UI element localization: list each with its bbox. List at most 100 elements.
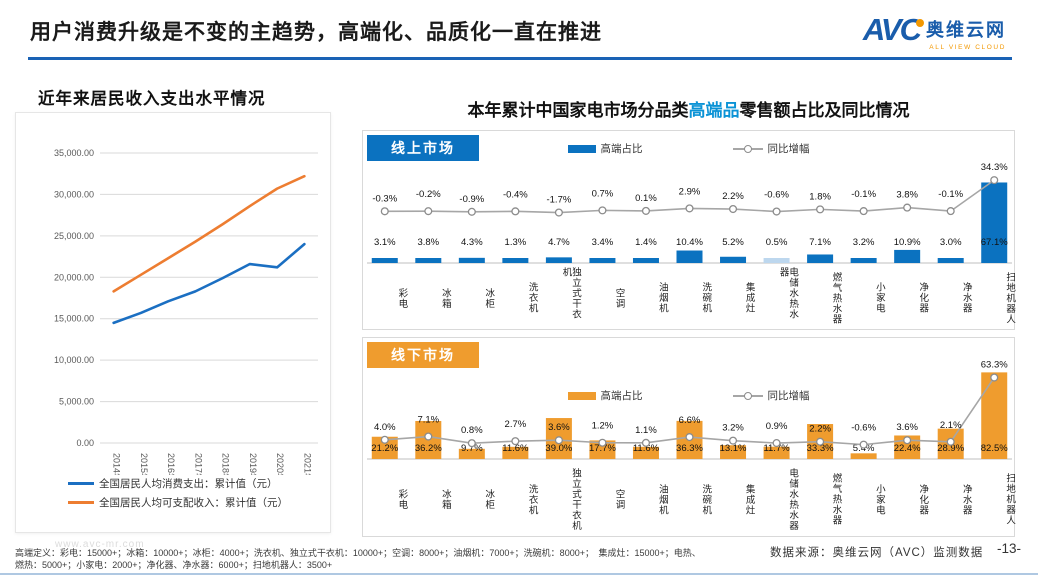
x-tick-label: 2015年 (139, 453, 150, 475)
yoy-marker (511, 437, 520, 446)
bar-value-label: 10.4% (676, 237, 703, 248)
bar (807, 254, 834, 263)
appliance-chart-title: 本年累计中国家电市场分品类高端品零售额占比及同比情况 (467, 101, 910, 120)
category-label: 独立式干衣机 (570, 468, 582, 531)
yoy-value-label: -0.1% (851, 189, 876, 200)
yoy-value-label: 6.6% (679, 415, 701, 426)
page-title: 用户消费升级是不变的主趋势，高端化、品质化一直在推进 (30, 21, 602, 44)
online-market-combo-chart: 3.1% 3.8% 4.3% 1.3% 4.7% 3.4% 1.4% 10.4% 5.2% 0.5… (367, 162, 1012, 264)
yoy-marker (859, 440, 868, 449)
bar-value-label: 36.2% (415, 443, 442, 454)
yoy-value-label: -1.7% (546, 195, 571, 206)
bar-value-label: 3.1% (374, 237, 396, 248)
yoy-marker (728, 204, 738, 214)
offline-market-badge: 线下市场 (367, 342, 479, 368)
bar-value-label: 11.7% (763, 443, 790, 454)
bar-value-label: 4.7% (548, 237, 570, 248)
bar-value-label: 3.2% (853, 237, 875, 248)
category-label: 燃气热水器 (830, 271, 842, 325)
online-market-chart-panel: 3.1% 3.8% 4.3% 1.3% 4.7% 3.4% 1.4% 10.4% 5.2% 0.5… (362, 130, 1015, 330)
bar (981, 372, 1008, 459)
logo-orange-dot-icon (916, 19, 924, 27)
yoy-value-label: -0.6% (764, 190, 789, 201)
bar-value-label: 67.1% (981, 237, 1008, 248)
online-market-badge: 线上市场 (367, 135, 479, 161)
category-label: 冰柜 (483, 489, 495, 510)
line-chart-legend: 全国居民人均消费支出：累计值（元） 全国居民人均可支配收入：累计值（元） (68, 476, 288, 510)
avc-logo: AVC 奥维云网 ALL VIEW CLOUD (863, 13, 1006, 52)
yoy-marker (728, 436, 738, 445)
bar-value-label: 22.4% (894, 443, 921, 454)
yoy-marker (816, 437, 825, 446)
category-label: 集成灶 (743, 282, 755, 314)
category-label: 独立式干衣机 (560, 267, 582, 320)
bar-value-label: 11.6% (633, 443, 660, 454)
yoy-value-label: 1.1% (635, 425, 657, 436)
bar (763, 446, 790, 459)
category-label: 冰柜 (483, 287, 495, 309)
category-label: 冰箱 (439, 287, 451, 309)
x-tick-label: 2021年 (302, 453, 313, 475)
bar-value-label: 1.4% (635, 237, 657, 248)
offline-market-chart-panel: 21.2% 36.2% 9.7% 11.6% 39.0% 17.7% 11.6% 36.3% 1… (362, 337, 1015, 537)
yoy-value-label: 34.3% (981, 162, 1008, 173)
yoy-value-label: -0.2% (416, 189, 441, 200)
category-label: 净化器 (917, 483, 929, 516)
yoy-marker (598, 206, 607, 215)
data-source: 数据来源：奥维云网（AVC）监测数据 (770, 547, 984, 559)
y-tick-label: 25,000.00 (54, 231, 94, 241)
yoy-value-label: 3.8% (896, 190, 918, 201)
bar (502, 258, 529, 263)
yoy-value-label: 4.0% (374, 422, 396, 433)
y-tick-label: 15,000.00 (54, 314, 94, 324)
yoy-value-label: 63.3% (981, 360, 1008, 371)
category-label: 小家电 (873, 282, 885, 314)
category-label: 冰箱 (439, 489, 451, 510)
bar-value-label: 10.9% (894, 237, 921, 248)
bottom-rule (0, 573, 1038, 575)
bar (589, 440, 616, 459)
avc-logo-en: ALL VIEW CLOUD (929, 44, 1006, 51)
bar (458, 257, 485, 263)
category-label: 扫地机器人 (1004, 271, 1016, 325)
bar (937, 258, 964, 263)
bar (371, 436, 398, 459)
bar (371, 258, 398, 263)
category-label: 净水器 (960, 282, 972, 314)
yoy-marker (554, 208, 563, 217)
yoy-value-label: 0.1% (635, 193, 657, 204)
category-label: 彩电 (396, 489, 408, 510)
title-underline (28, 57, 1012, 60)
y-tick-label: 5,000.00 (59, 397, 94, 407)
yoy-value-label: 3.6% (896, 422, 918, 433)
x-tick-label: 2016年 (166, 453, 177, 475)
category-label: 油烟机 (656, 483, 668, 516)
bar-value-label: 7.1% (809, 237, 831, 248)
yoy-value-label: -0.6% (851, 423, 876, 434)
legend-item: 全国居民人均消费支出：累计值（元） (68, 476, 288, 491)
yoy-marker (380, 435, 389, 444)
bar (763, 258, 790, 263)
bar-value-label: 39.0% (545, 443, 572, 454)
series-line (112, 174, 306, 293)
category-label: 洗碗机 (700, 282, 712, 314)
yoy-value-label: 1.2% (592, 421, 614, 432)
x-tick-label: 2018年 (221, 453, 232, 475)
yoy-marker (685, 204, 694, 213)
yoy-marker (380, 207, 389, 216)
category-label: 空调 (613, 287, 625, 309)
yoy-value-label: 2.2% (722, 191, 744, 202)
y-tick-label: 35,000.00 (54, 148, 94, 158)
yoy-marker (467, 207, 476, 216)
yoy-value-label: 2.9% (679, 186, 701, 197)
bar-value-label: 82.5% (981, 443, 1008, 454)
category-label: 扫地机器人 (1004, 473, 1016, 526)
bar (894, 249, 921, 263)
bar-value-label: 4.3% (461, 237, 483, 248)
bar-legend-swatch (567, 144, 596, 153)
bar (589, 258, 616, 263)
offline-category-axis: 彩电 冰箱 冰柜 洗衣机 独立式干衣机 空调 油烟机 洗碗机 集成灶 电储水热水器 燃气热水器 小家电… (363, 461, 1016, 536)
legend-swatch (68, 501, 94, 504)
yoy-value-label: 7.1% (417, 415, 439, 426)
yoy-marker (772, 439, 781, 448)
